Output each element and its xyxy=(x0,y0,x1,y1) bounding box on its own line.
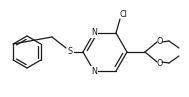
Text: N: N xyxy=(91,67,97,76)
Text: O: O xyxy=(157,58,163,68)
Text: S: S xyxy=(67,48,73,56)
Text: O: O xyxy=(157,36,163,45)
Text: N: N xyxy=(91,28,97,37)
Text: Cl: Cl xyxy=(119,10,127,19)
